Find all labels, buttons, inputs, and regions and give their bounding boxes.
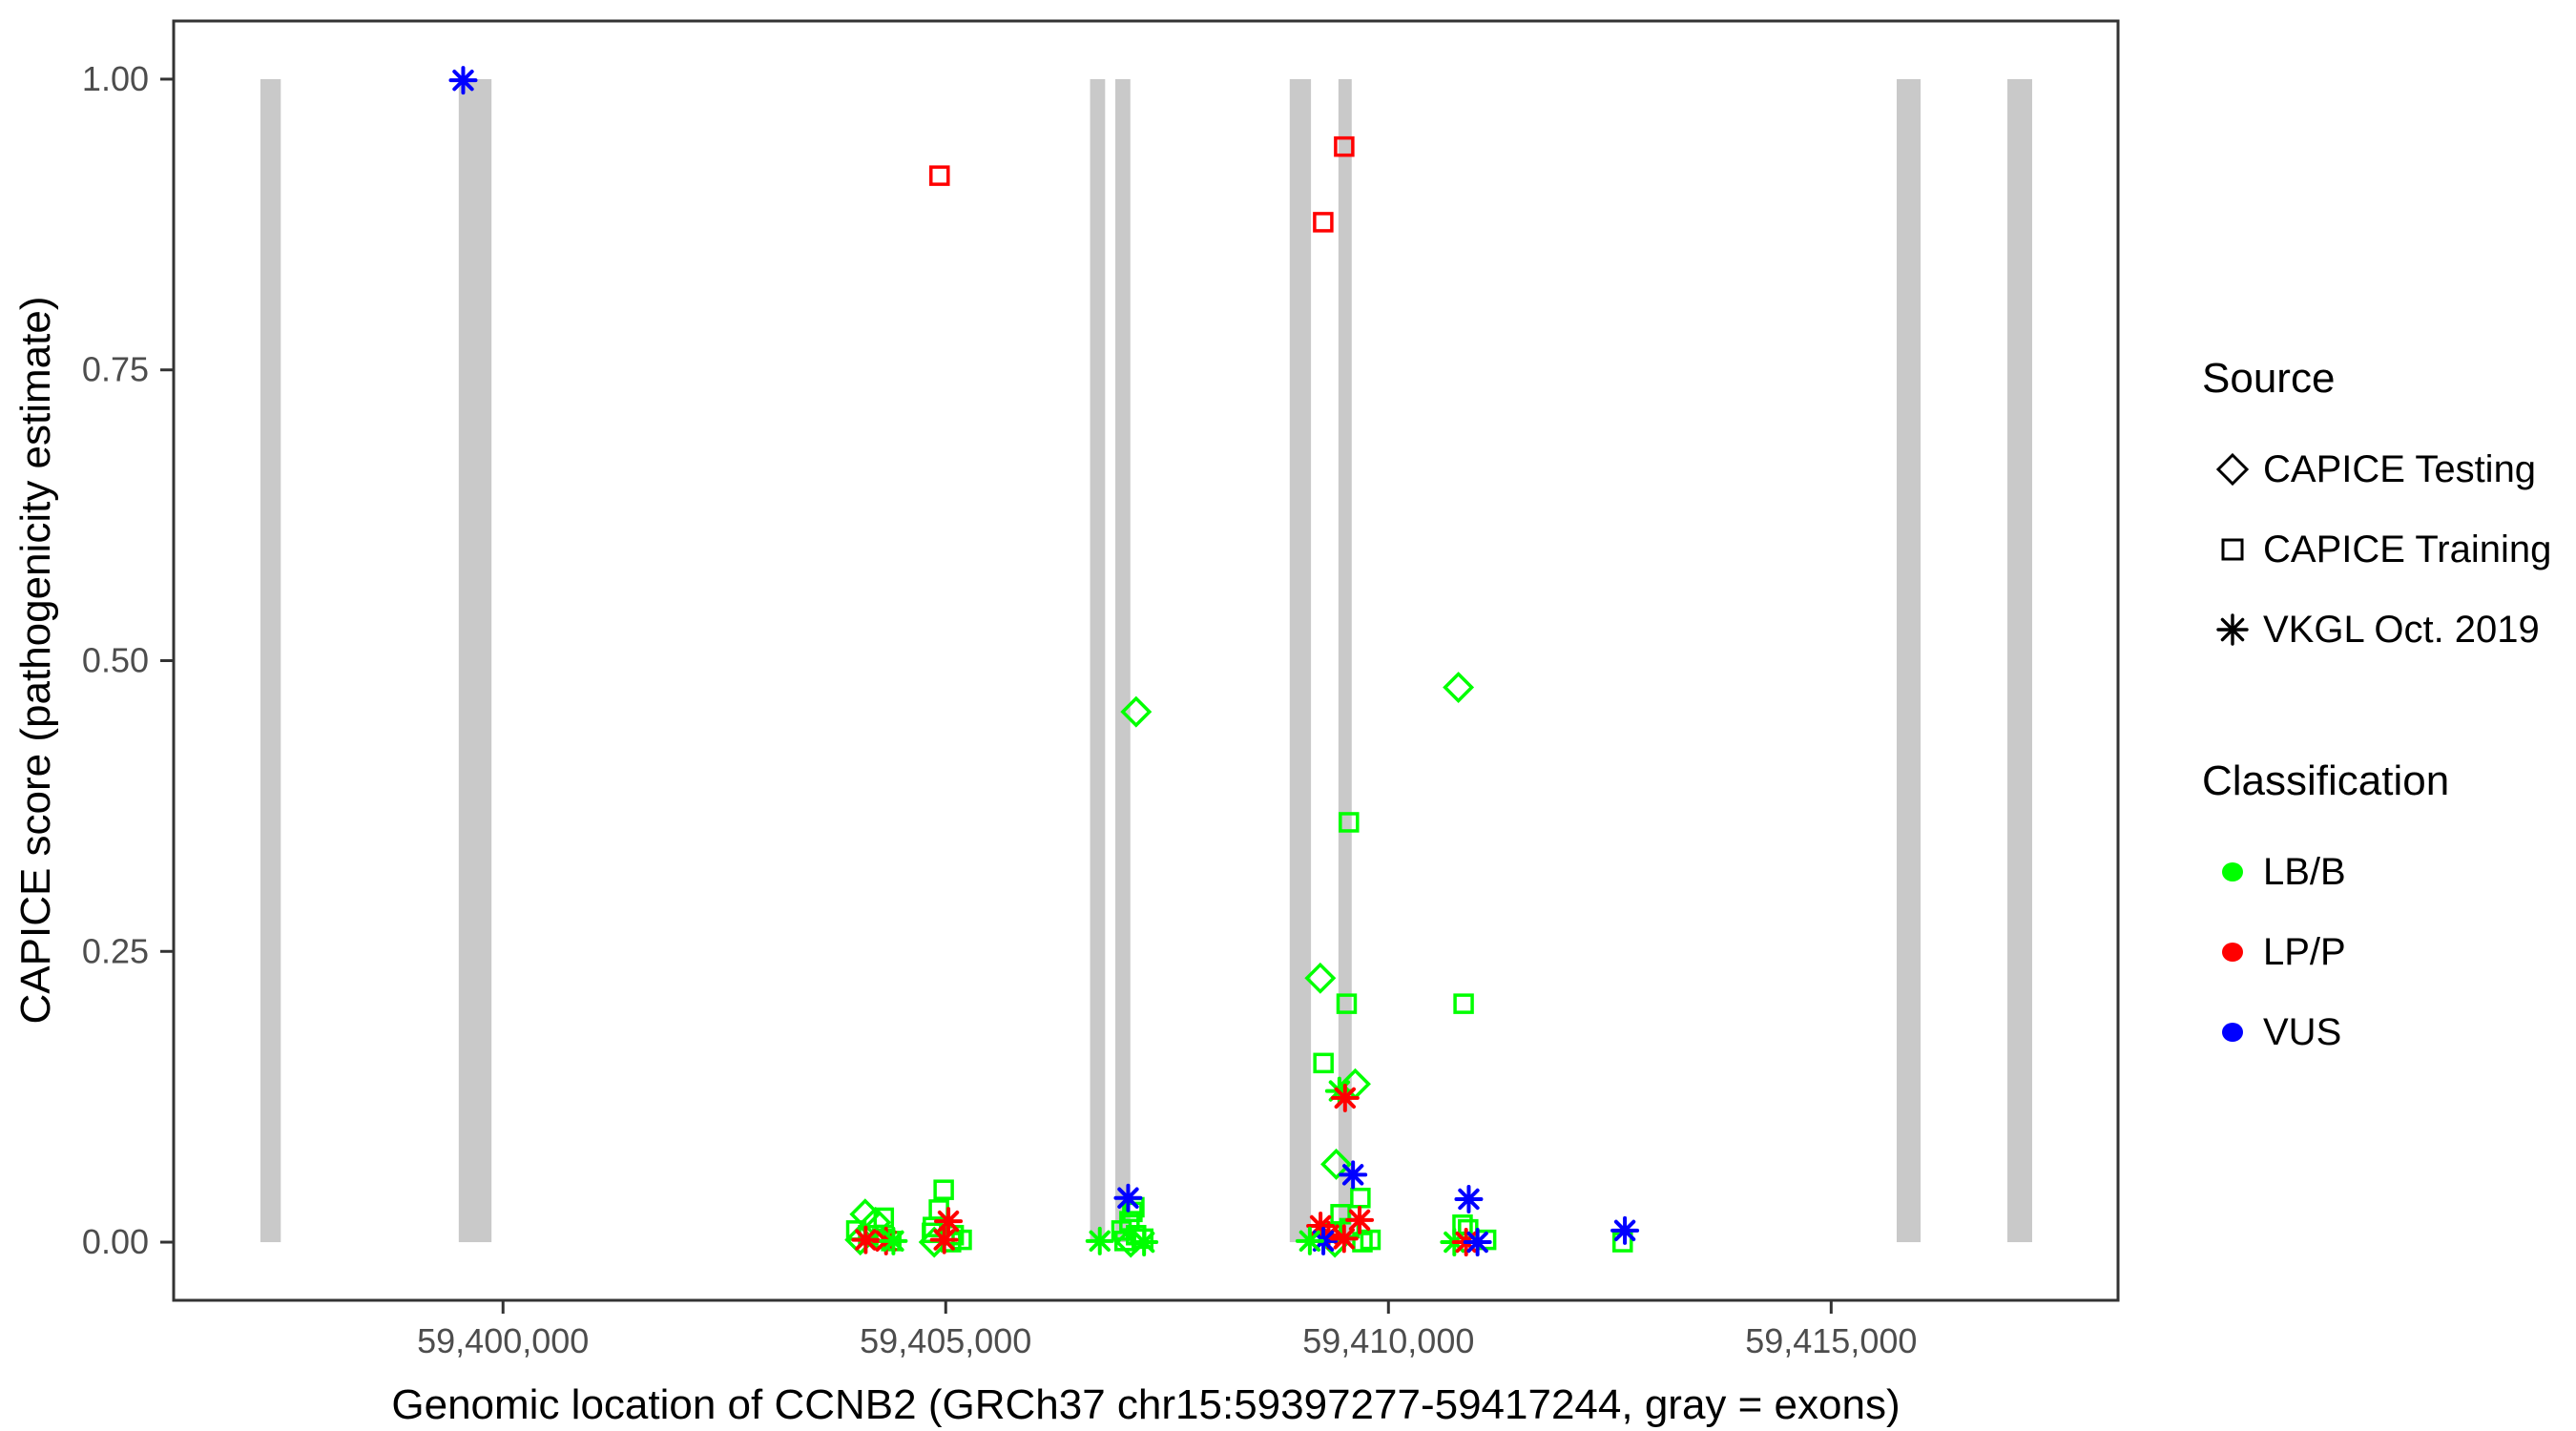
lpp-color-dot-icon (2202, 929, 2263, 975)
data-point (1610, 1215, 1640, 1245)
vus-color-dot-icon (2202, 1009, 2263, 1055)
exon-bar (1896, 78, 1922, 1243)
exon-bar (1289, 78, 1312, 1243)
exon-bars (260, 78, 2032, 1243)
legend-item-capice-testing: CAPICE Testing (2202, 429, 2565, 509)
x-tick-label: 59,410,000 (1302, 1321, 1474, 1360)
data-point (1345, 1205, 1375, 1234)
legend-item-label: VUS (2263, 1010, 2342, 1053)
legend-item-vus: VUS (2202, 992, 2565, 1072)
x-tick-label: 59,400,000 (417, 1321, 589, 1360)
legend-item-label: LP/P (2263, 930, 2346, 973)
data-point (1339, 812, 1360, 833)
data-point (1352, 1232, 1373, 1253)
legend-group-classification: Classification LB/B LP/P VUS (2202, 757, 2565, 1072)
data-point (933, 1179, 954, 1200)
exon-bar (1090, 78, 1106, 1243)
data-point (929, 165, 950, 186)
data-point (1313, 1052, 1334, 1074)
data-point (1113, 1183, 1143, 1213)
legend-item-label: LB/B (2263, 850, 2346, 893)
data-point (1320, 1148, 1353, 1180)
data-point (1336, 993, 1358, 1014)
legend-item-capice-training: CAPICE Training (2202, 509, 2565, 590)
y-tick-label: 0.25 (82, 931, 149, 970)
legend-item-vkgl: VKGL Oct. 2019 (2202, 590, 2565, 670)
legend-item-label: VKGL Oct. 2019 (2263, 608, 2540, 651)
exon-bar (2006, 78, 2032, 1243)
data-point (934, 1207, 964, 1236)
diamond-icon (2202, 446, 2263, 492)
data-point (1463, 1228, 1492, 1257)
legend-item-label: CAPICE Testing (2263, 447, 2537, 490)
x-tick-label: 59,415,000 (1745, 1321, 1917, 1360)
legend-item-lpp: LP/P (2202, 912, 2565, 992)
data-point (1339, 1160, 1368, 1190)
data-point (1334, 135, 1355, 157)
legend-source-title: Source (2202, 355, 2336, 402)
data-point (1130, 1228, 1159, 1257)
data-point (1304, 962, 1337, 994)
data-point (879, 1226, 908, 1255)
data-point (1085, 1226, 1114, 1255)
data-point (1454, 1184, 1484, 1213)
data-point (860, 1206, 892, 1238)
data-point (929, 1225, 959, 1255)
data-point (1329, 1224, 1359, 1254)
exon-bar (260, 78, 281, 1243)
exon-bar (1114, 78, 1131, 1243)
y-tick-label: 1.00 (82, 59, 149, 98)
exon-bar (458, 78, 492, 1243)
legend-item-lbb: LB/B (2202, 832, 2565, 912)
legend-item-label: CAPICE Training (2263, 528, 2552, 570)
legend: Source CAPICE Testing CAPICE Training (2202, 355, 2565, 1072)
legend-spacer (2202, 670, 2565, 757)
x-axis: 59,400,000 59,405,000 59,410,000 59,415,000 (417, 1300, 1917, 1360)
data-point (1295, 1226, 1324, 1255)
x-axis-title: Genomic location of CCNB2 (GRCh37 chr15:… (391, 1381, 1900, 1428)
y-tick-label: 0.00 (82, 1222, 149, 1261)
y-axis: 0.00 0.25 0.50 0.75 1.00 (82, 59, 174, 1261)
data-point (1453, 993, 1474, 1014)
data-point (1452, 1214, 1473, 1235)
data-points (448, 66, 1640, 1258)
lbb-color-dot-icon (2202, 849, 2263, 895)
square-icon (2202, 527, 2263, 572)
data-point (448, 66, 478, 95)
legend-group-source: Source CAPICE Testing CAPICE Training (2202, 355, 2565, 670)
asterisk-icon (2202, 607, 2263, 653)
data-point (1313, 212, 1334, 233)
y-tick-label: 0.75 (82, 350, 149, 389)
data-point (1330, 1083, 1360, 1112)
x-tick-label: 59,405,000 (860, 1321, 1031, 1360)
exon-bar (1338, 78, 1352, 1243)
legend-classification-title: Classification (2202, 757, 2450, 804)
data-point (1120, 695, 1153, 728)
y-axis-title: CAPICE score (pathogenicity estimate) (12, 297, 59, 1025)
y-tick-label: 0.50 (82, 641, 149, 680)
data-point (1443, 672, 1475, 704)
data-point (1350, 1187, 1371, 1209)
